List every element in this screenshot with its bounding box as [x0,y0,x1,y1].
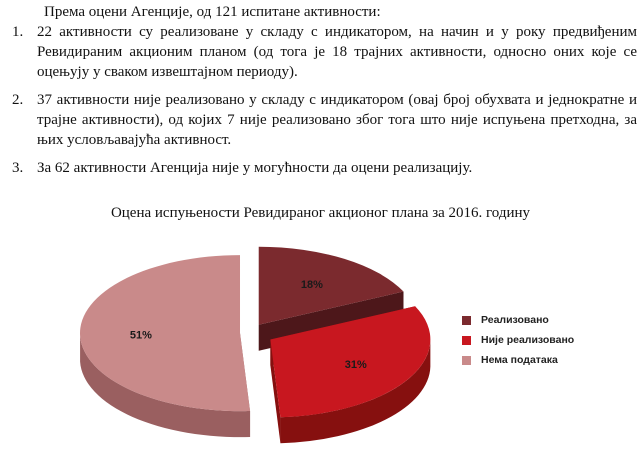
legend-label: Реализовано [481,314,549,326]
legend-entry: Нема података [462,350,574,370]
list-item: 3. За 62 активности Агенција није у могућ… [0,158,641,178]
chart-title: Оцена испуњености Ревидираног акционог п… [110,205,531,221]
pie-slice-wall [280,340,431,444]
pie-slice [258,246,404,325]
legend-swatch [462,355,471,365]
chart-legend: Реализовано Није реализовано Нема подата… [462,310,574,370]
data-label: 18% [301,279,323,291]
legend-label: Нема података [481,354,558,366]
data-label: 31% [345,359,367,371]
list-text: За 62 активности Агенција није у могућно… [37,160,473,176]
pie-slice-wall [80,335,251,438]
legend-entry: Није реализовано [462,330,574,350]
list-item: 2. 37 активности није реализовано у склад… [0,90,641,150]
legend-swatch [462,315,471,325]
list-number: 3. [12,160,24,176]
activity-list: 1. 22 активности су реализоване у складу … [0,22,641,186]
pie-slice [270,306,431,418]
list-number: 1. [12,24,24,40]
list-number: 2. [12,92,24,108]
legend-entry: Реализовано [462,310,574,330]
list-item: 1. 22 активности су реализоване у складу … [0,22,641,82]
legend-label: Није реализовано [481,334,575,346]
list-text: 37 активности није реализовано у складу … [37,92,637,148]
legend-swatch [462,335,471,345]
data-label: 51% [130,330,152,342]
intro-text: Према оцени Агенције, од 121 испитане ак… [44,4,381,20]
pie-slice-cut [270,339,281,444]
pie-slice [80,255,251,412]
list-text: 22 активности су реализоване у складу с … [37,24,637,80]
